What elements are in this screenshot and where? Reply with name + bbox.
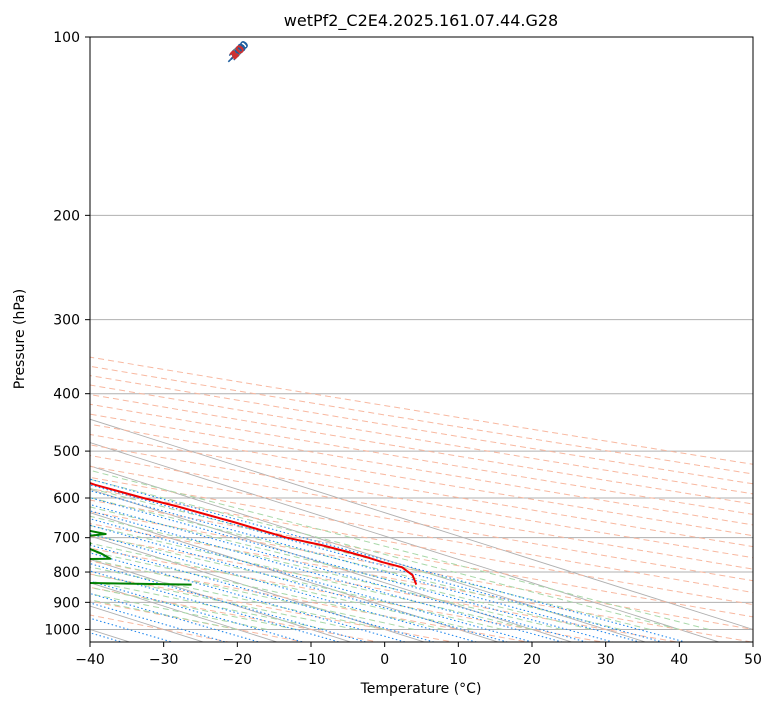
mixing-ratio-line <box>90 478 687 642</box>
dry-adiabat <box>90 573 456 642</box>
y-tick-label: 400 <box>53 387 80 403</box>
y-tick-label: 600 <box>53 491 80 507</box>
x-axis-label: Temperature (°C) <box>360 681 482 697</box>
y-tick-label: 1000 <box>44 622 80 638</box>
dry-adiabat <box>90 499 753 618</box>
skewed-isotherm <box>90 418 753 630</box>
moist-adiabat <box>90 586 297 630</box>
y-axis-label: Pressure (hPa) <box>12 289 28 389</box>
x-tick-label: −40 <box>75 652 105 668</box>
mixing-ratio-line <box>90 580 305 642</box>
dry-adiabat <box>90 511 753 630</box>
x-tick-label: 50 <box>744 652 762 668</box>
plot-frame <box>89 36 754 643</box>
plot-area: -100-90-80-70-60-50-40-30-20-10010203040… <box>90 37 753 642</box>
y-tick-label: 500 <box>53 444 80 460</box>
moist-adiabat <box>90 478 680 630</box>
mixing-ratio-line <box>90 490 642 642</box>
mixing-ratio-line <box>90 602 228 642</box>
mixing-ratio-line <box>90 484 665 642</box>
skewed-isotherm <box>90 535 426 642</box>
moist-adiabat <box>90 506 592 630</box>
mixing-ratio-line <box>90 497 615 642</box>
dry-adiabat <box>90 465 753 582</box>
background-lines <box>90 37 753 642</box>
mixing-ratio-line <box>90 503 589 642</box>
sounding-profiles <box>90 482 418 586</box>
y-tick-label: 100 <box>53 30 80 46</box>
skewed-isotherm <box>90 512 500 642</box>
dry-adiabat <box>90 433 753 548</box>
y-tick-label: 800 <box>53 565 80 581</box>
dry-adiabat <box>90 423 753 537</box>
mixing-ratio-line <box>90 592 261 642</box>
x-tick-label: 10 <box>449 652 467 668</box>
x-tick-label: −20 <box>223 652 253 668</box>
dry-adiabat <box>90 547 605 642</box>
moist-adiabat <box>90 542 474 630</box>
x-tick-label: 20 <box>523 652 541 668</box>
y-axis: 100 200 300 400 500 600 700 800 900 1000 <box>44 30 90 638</box>
x-axis: −40 −30 −20 −10 0 10 20 30 40 50 <box>75 642 762 668</box>
x-tick-label: −10 <box>296 652 326 668</box>
temperature-profile <box>90 482 418 585</box>
chart-title: wetPf2_C2E4.2025.161.07.44.G28 <box>284 11 558 31</box>
dry-adiabat <box>90 535 680 642</box>
dry-adiabat <box>90 476 753 593</box>
skewed-isotherm <box>90 442 721 642</box>
skewed-isotherm <box>90 488 574 642</box>
x-tick-label: 40 <box>670 652 688 668</box>
moist-adiabat <box>90 558 415 630</box>
mixing-ratio-line <box>90 552 408 642</box>
moist-adiabat <box>90 580 326 630</box>
mixing-ratio-line <box>90 617 174 642</box>
x-tick-label: 0 <box>380 652 389 668</box>
skewed-isotherm <box>90 465 647 642</box>
dry-adiabat <box>90 586 381 642</box>
mixing-ratio-line <box>90 524 510 642</box>
y-tick-label: 200 <box>53 208 80 224</box>
y-tick-label: 300 <box>53 313 80 329</box>
y-tick-label: 900 <box>53 595 80 611</box>
dry-adiabat <box>90 413 753 526</box>
x-tick-label: 30 <box>597 652 615 668</box>
moist-adiabat <box>90 533 503 630</box>
y-tick-label: 700 <box>53 531 80 547</box>
mixing-ratio-line <box>90 518 535 642</box>
x-tick-label: −30 <box>149 652 179 668</box>
